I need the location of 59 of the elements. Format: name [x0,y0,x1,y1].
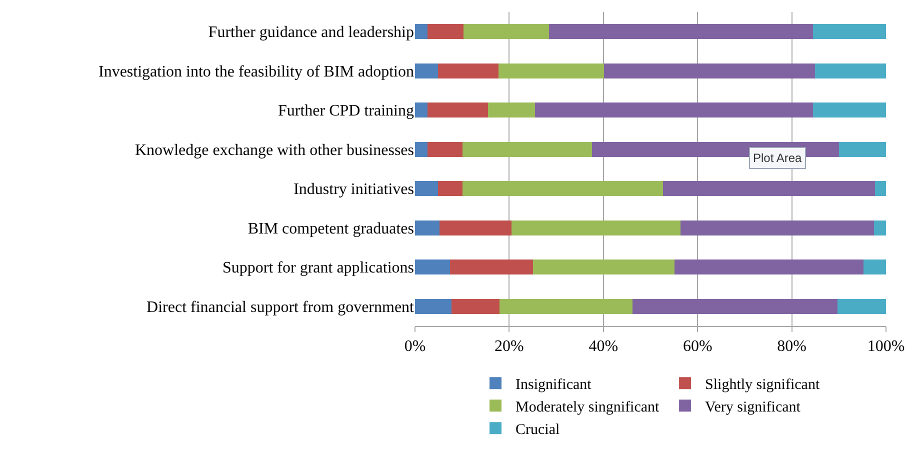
legend-label: Very significant [705,399,802,416]
bar [674,260,864,275]
bar [499,298,633,314]
bar [462,142,592,157]
y-tick-label: Knowledge exchange with other businesses [134,142,414,159]
bar [451,298,500,314]
bar [488,102,536,118]
bar [415,142,428,157]
bar [450,260,533,275]
bar [838,142,886,157]
bar [863,260,886,275]
bar [415,24,428,40]
bar [548,24,813,40]
legend-label: Crucial [516,422,560,438]
x-tick-label: 0% [404,338,426,356]
legend-label: Slightly significant [705,376,820,393]
bar [512,220,681,236]
legend-label: Moderately singnificant [516,399,660,416]
bar [814,63,886,78]
legend-label: Insignificant [516,376,592,393]
bar [662,181,876,196]
x-tick-label: 80% [777,338,806,356]
bar [464,24,549,40]
bar [632,298,838,314]
bar [813,24,886,40]
y-tick-label: BIM competent graduates [248,220,414,238]
bar [535,102,813,118]
y-tick-label: Industry initiatives [294,181,414,198]
y-tick-label: Support for grant applications [222,260,414,277]
bar [427,142,463,157]
bar [415,63,438,78]
bar [498,63,604,78]
bar [415,102,428,118]
y-tick-label: Investigation into the feasibility of BIM adoption [98,63,414,80]
bar [415,181,438,196]
bar [415,220,440,236]
bar [415,260,450,275]
bar [439,220,512,236]
x-tick-label: 60% [682,338,712,356]
x-tick-label: 40% [588,338,618,356]
bar [875,181,886,196]
bar [680,220,874,236]
bar [837,298,886,314]
bar [604,63,815,78]
y-tick-label: Further CPD training [278,102,414,120]
bar [813,102,886,118]
bar [427,24,464,40]
x-tick-label: 20% [494,338,524,356]
annotation: Plot Area [753,151,802,165]
bar [532,260,675,275]
bar [427,102,488,118]
bar [438,63,498,78]
bar [874,220,886,236]
bar [415,298,452,314]
y-tick-label: Further guidance and leadership [208,24,414,42]
bar [438,181,463,196]
x-tick-label: 100% [867,338,905,356]
y-tick-label: Direct financial support from government [146,298,415,316]
bar [462,181,663,196]
